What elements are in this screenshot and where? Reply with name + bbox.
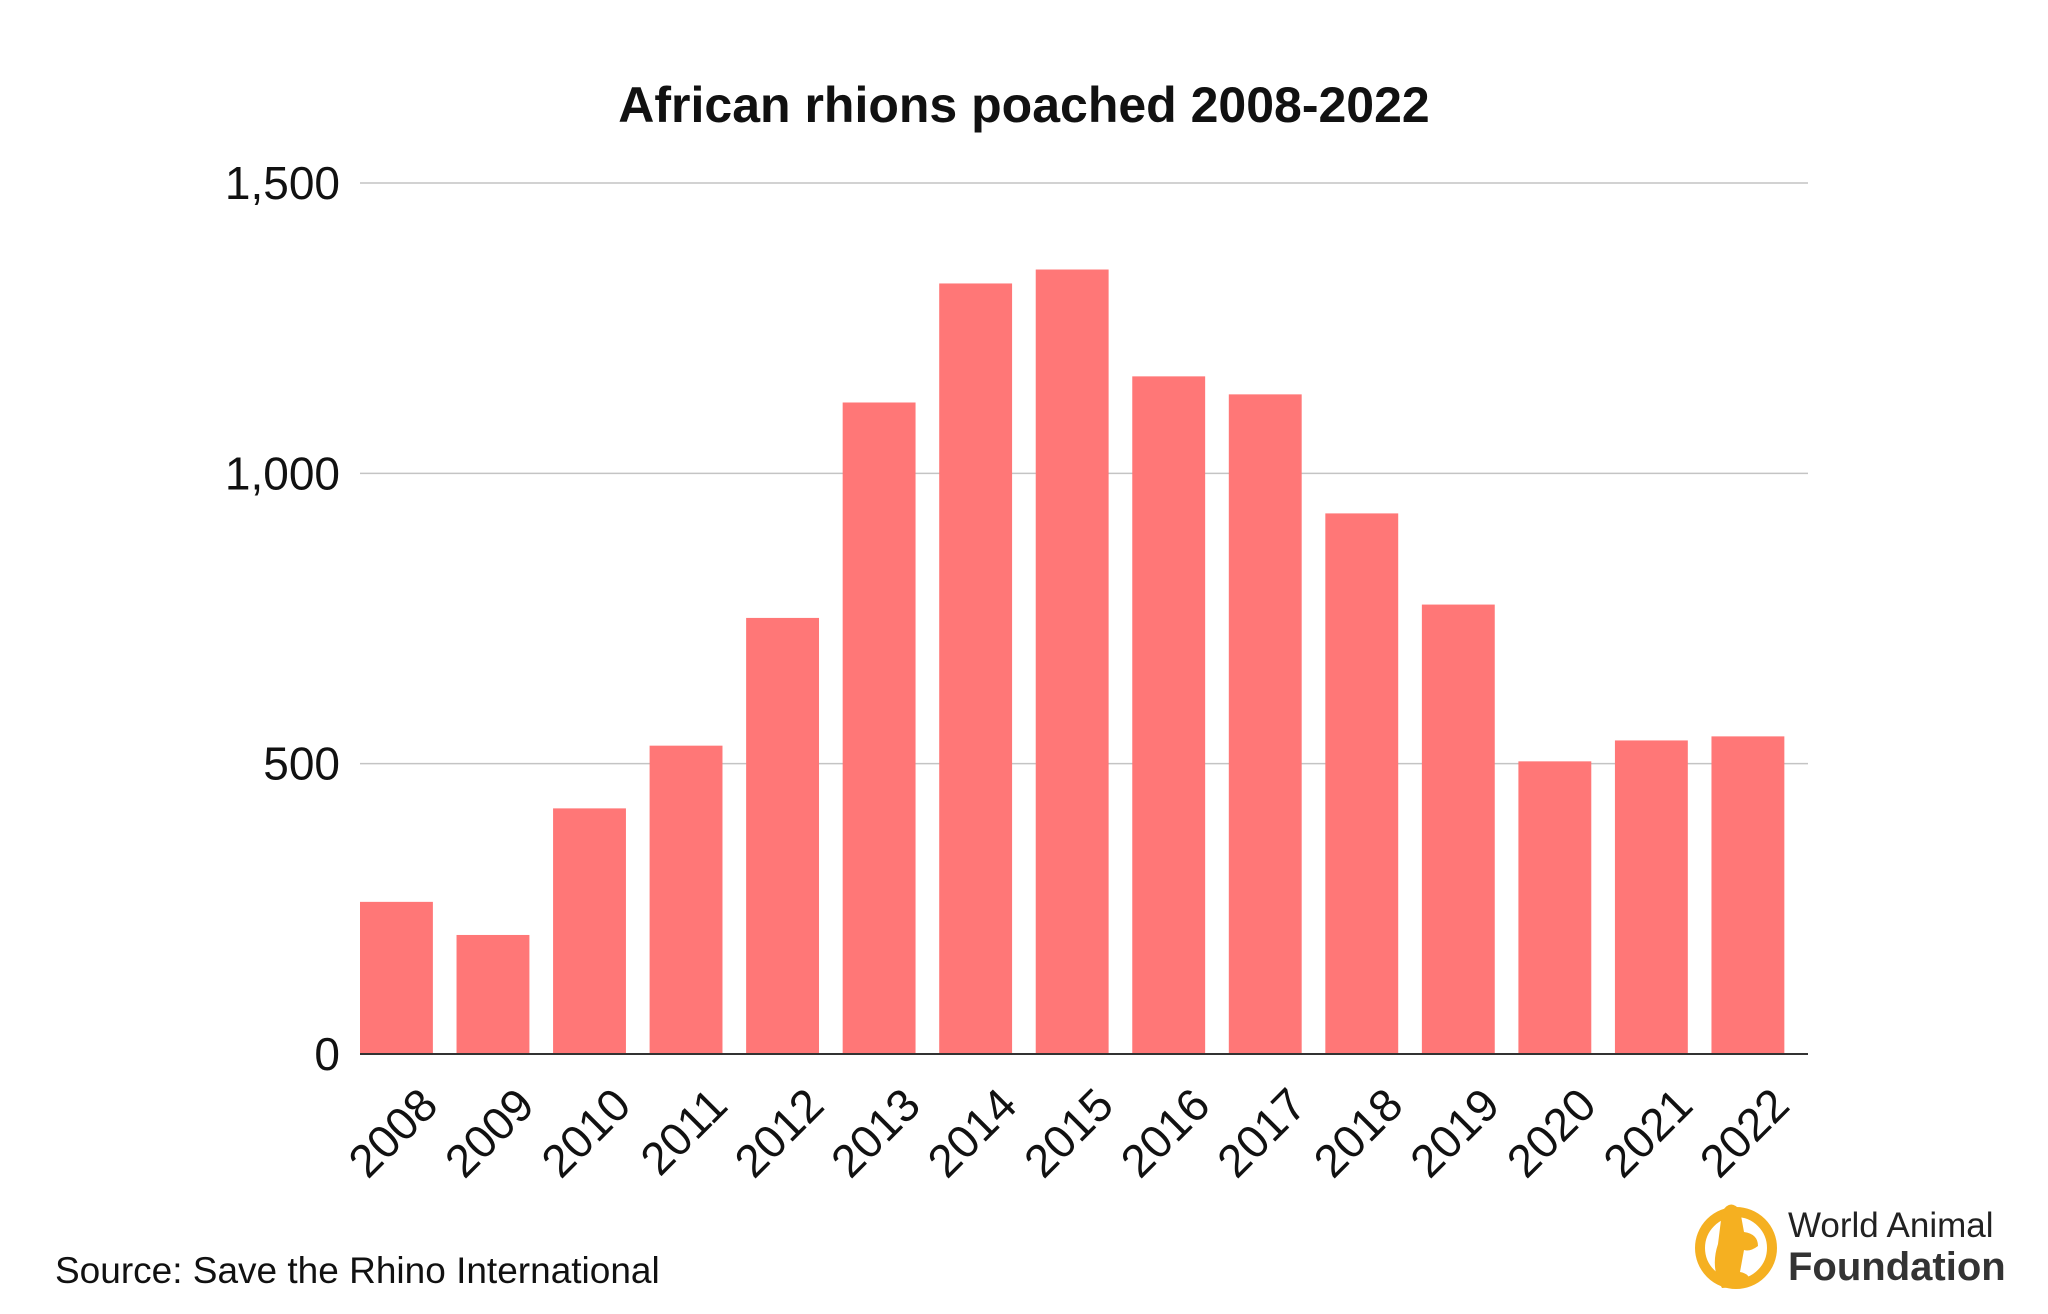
x-tick-label: 2008 bbox=[338, 1078, 447, 1187]
bar-2015 bbox=[1035, 269, 1109, 1054]
x-tick-label: 2020 bbox=[1497, 1078, 1606, 1187]
x-tick-label: 2015 bbox=[1014, 1078, 1123, 1187]
y-tick-label: 1,000 bbox=[225, 447, 340, 499]
x-tick-label: 2019 bbox=[1400, 1078, 1509, 1187]
chart-title: African rhions poached 2008-2022 bbox=[618, 77, 1429, 133]
x-tick-label: 2014 bbox=[917, 1078, 1026, 1187]
x-tick-label: 2013 bbox=[821, 1078, 930, 1187]
bar-2012 bbox=[746, 617, 820, 1054]
bar-2013 bbox=[842, 402, 916, 1054]
y-tick-label: 1,500 bbox=[225, 157, 340, 209]
source-note: Source: Save the Rhino International bbox=[55, 1250, 660, 1291]
logo-animals-icon bbox=[1714, 1204, 1758, 1288]
bar-2022 bbox=[1711, 736, 1785, 1054]
x-tick-label: 2010 bbox=[531, 1078, 640, 1187]
x-tick-label: 2018 bbox=[1303, 1078, 1412, 1187]
bar-2010 bbox=[553, 808, 626, 1054]
bar-2021 bbox=[1614, 740, 1688, 1054]
bar-2018 bbox=[1325, 513, 1399, 1054]
bar-2008 bbox=[360, 901, 433, 1054]
y-tick-label: 500 bbox=[263, 738, 340, 790]
x-tick-label: 2011 bbox=[630, 1078, 737, 1185]
y-tick-label: 0 bbox=[314, 1028, 340, 1080]
bar-2017 bbox=[1228, 394, 1302, 1054]
world-animal-foundation-logo: World Animal Foundation bbox=[1695, 1204, 2006, 1289]
bar-2014 bbox=[939, 283, 1013, 1054]
x-tick-label: 2022 bbox=[1690, 1078, 1799, 1187]
logo-text-line2: Foundation bbox=[1788, 1245, 2006, 1289]
bar-2020 bbox=[1518, 761, 1592, 1054]
x-tick-label: 2012 bbox=[724, 1078, 833, 1187]
x-tick-label: 2009 bbox=[435, 1078, 544, 1187]
x-tick-label: 2017 bbox=[1207, 1078, 1316, 1187]
bar-2009 bbox=[456, 934, 530, 1054]
x-tick-label: 2021 bbox=[1593, 1078, 1702, 1187]
bar-2019 bbox=[1421, 604, 1495, 1054]
bar-2011 bbox=[649, 745, 723, 1054]
x-tick-label: 2016 bbox=[1110, 1078, 1219, 1187]
logo-text-line1: World Animal bbox=[1788, 1206, 1994, 1245]
bar-2016 bbox=[1132, 376, 1206, 1054]
